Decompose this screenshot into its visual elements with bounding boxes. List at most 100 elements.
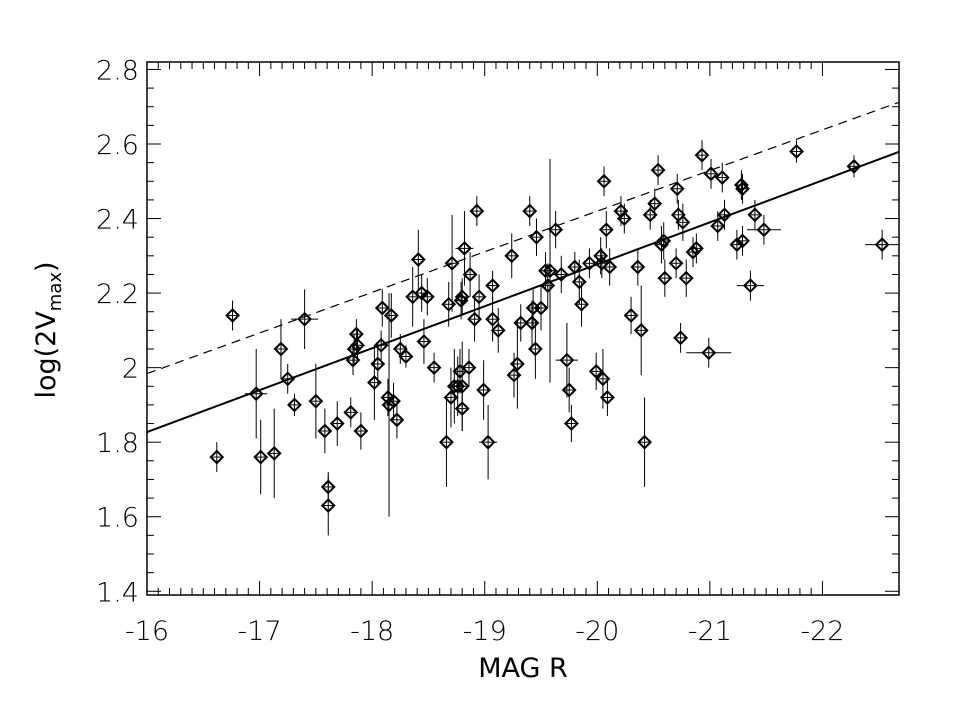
point: [297, 311, 313, 327]
y-tick-label: 1.4: [96, 577, 139, 608]
point: [280, 371, 296, 387]
point: [717, 207, 732, 223]
point: [654, 237, 669, 253]
point: [647, 196, 663, 212]
point: [462, 267, 478, 282]
point: [353, 423, 369, 439]
point: [594, 255, 610, 271]
point: [506, 367, 522, 383]
point: [248, 386, 264, 402]
point: [490, 322, 506, 338]
point: [548, 222, 564, 238]
x-tick-label: -18: [350, 616, 394, 647]
point: [598, 222, 614, 238]
point: [595, 371, 611, 387]
point: [253, 449, 269, 465]
point: [443, 390, 459, 405]
point: [747, 207, 763, 223]
point: [733, 177, 749, 193]
point: [485, 311, 501, 327]
x-tick-label: -21: [688, 616, 732, 647]
point: [386, 393, 401, 409]
point: [533, 300, 549, 316]
point: [471, 289, 487, 305]
point: [461, 360, 477, 376]
point: [320, 498, 336, 513]
point: [593, 248, 609, 264]
point: [509, 356, 525, 372]
point: [637, 434, 652, 450]
point: [729, 237, 745, 253]
point: [588, 363, 604, 379]
point: [582, 255, 597, 271]
point: [476, 382, 492, 398]
point: [789, 144, 804, 159]
point: [504, 248, 520, 264]
point: [642, 207, 658, 223]
y-tick-label: 1.8: [96, 428, 139, 459]
point: [703, 166, 719, 182]
point: [524, 315, 540, 331]
fit-line: [146, 150, 900, 434]
point: [441, 296, 457, 312]
point: [685, 244, 701, 260]
point: [563, 416, 579, 431]
point: [485, 278, 501, 294]
point: [317, 423, 333, 439]
point: [538, 263, 553, 279]
fit-line: [146, 101, 900, 375]
point: [650, 162, 666, 178]
point: [742, 278, 758, 294]
point: [559, 352, 575, 368]
point: [444, 255, 460, 271]
point: [374, 300, 390, 316]
point: [373, 337, 389, 353]
point: [381, 397, 397, 413]
x-tick-label: -22: [800, 616, 844, 647]
y-tick-label: 2.4: [96, 205, 139, 236]
x-axis-label: MAG R: [478, 653, 568, 684]
point: [273, 341, 289, 357]
point: [673, 330, 689, 346]
point: [454, 401, 470, 417]
point: [540, 278, 556, 294]
point: [439, 434, 454, 450]
point: [846, 158, 862, 174]
point: [874, 237, 890, 253]
point: [596, 173, 612, 189]
y-tick-label: 2.8: [96, 55, 139, 86]
point: [266, 445, 282, 461]
point: [383, 308, 399, 323]
y-axis-label: log(2Vmax): [31, 261, 66, 398]
y-tick-label: 1.6: [96, 503, 139, 534]
point: [389, 412, 405, 428]
point: [457, 240, 472, 256]
y-label-sub: max: [45, 272, 66, 312]
point: [561, 382, 577, 398]
point: [419, 289, 435, 305]
point: [567, 259, 583, 275]
x-tick-label: -17: [238, 616, 282, 647]
point: [735, 181, 750, 197]
point: [345, 352, 361, 368]
point: [513, 315, 529, 331]
point: [350, 337, 365, 353]
point: [346, 341, 362, 357]
point: [657, 270, 673, 286]
point: [602, 259, 618, 275]
point: [529, 229, 544, 245]
point: [398, 349, 414, 364]
point: [553, 267, 569, 282]
point: [410, 252, 426, 267]
point: [574, 296, 589, 312]
point: [467, 311, 483, 327]
point: [694, 147, 710, 163]
y-tick-label: 2.6: [96, 130, 139, 161]
point: [756, 222, 772, 238]
point: [527, 341, 543, 357]
point: [669, 181, 685, 197]
point: [675, 214, 691, 230]
point: [225, 308, 240, 323]
point: [469, 203, 485, 219]
